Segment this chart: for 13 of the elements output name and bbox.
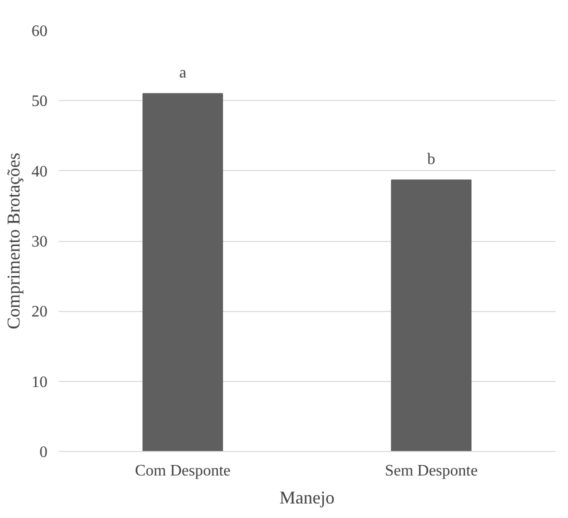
y-tick-label: 40 bbox=[32, 163, 48, 180]
y-tick-label: 0 bbox=[40, 444, 48, 461]
y-axis-title: Comprimento Brotações bbox=[4, 152, 24, 330]
annotation: b bbox=[427, 150, 436, 168]
x-tick-label: Sem Desponte bbox=[384, 462, 478, 480]
y-tick-label: 20 bbox=[32, 304, 48, 321]
y-tick-label: 10 bbox=[32, 374, 48, 391]
x-axis-title: Manejo bbox=[280, 488, 334, 508]
x-tick-label: Com Desponte bbox=[134, 462, 231, 480]
y-tick-label: 50 bbox=[32, 93, 48, 110]
y-tick-label: 30 bbox=[32, 234, 48, 250]
annotation: a bbox=[179, 64, 186, 82]
y-tick-label: 60 bbox=[32, 23, 48, 40]
